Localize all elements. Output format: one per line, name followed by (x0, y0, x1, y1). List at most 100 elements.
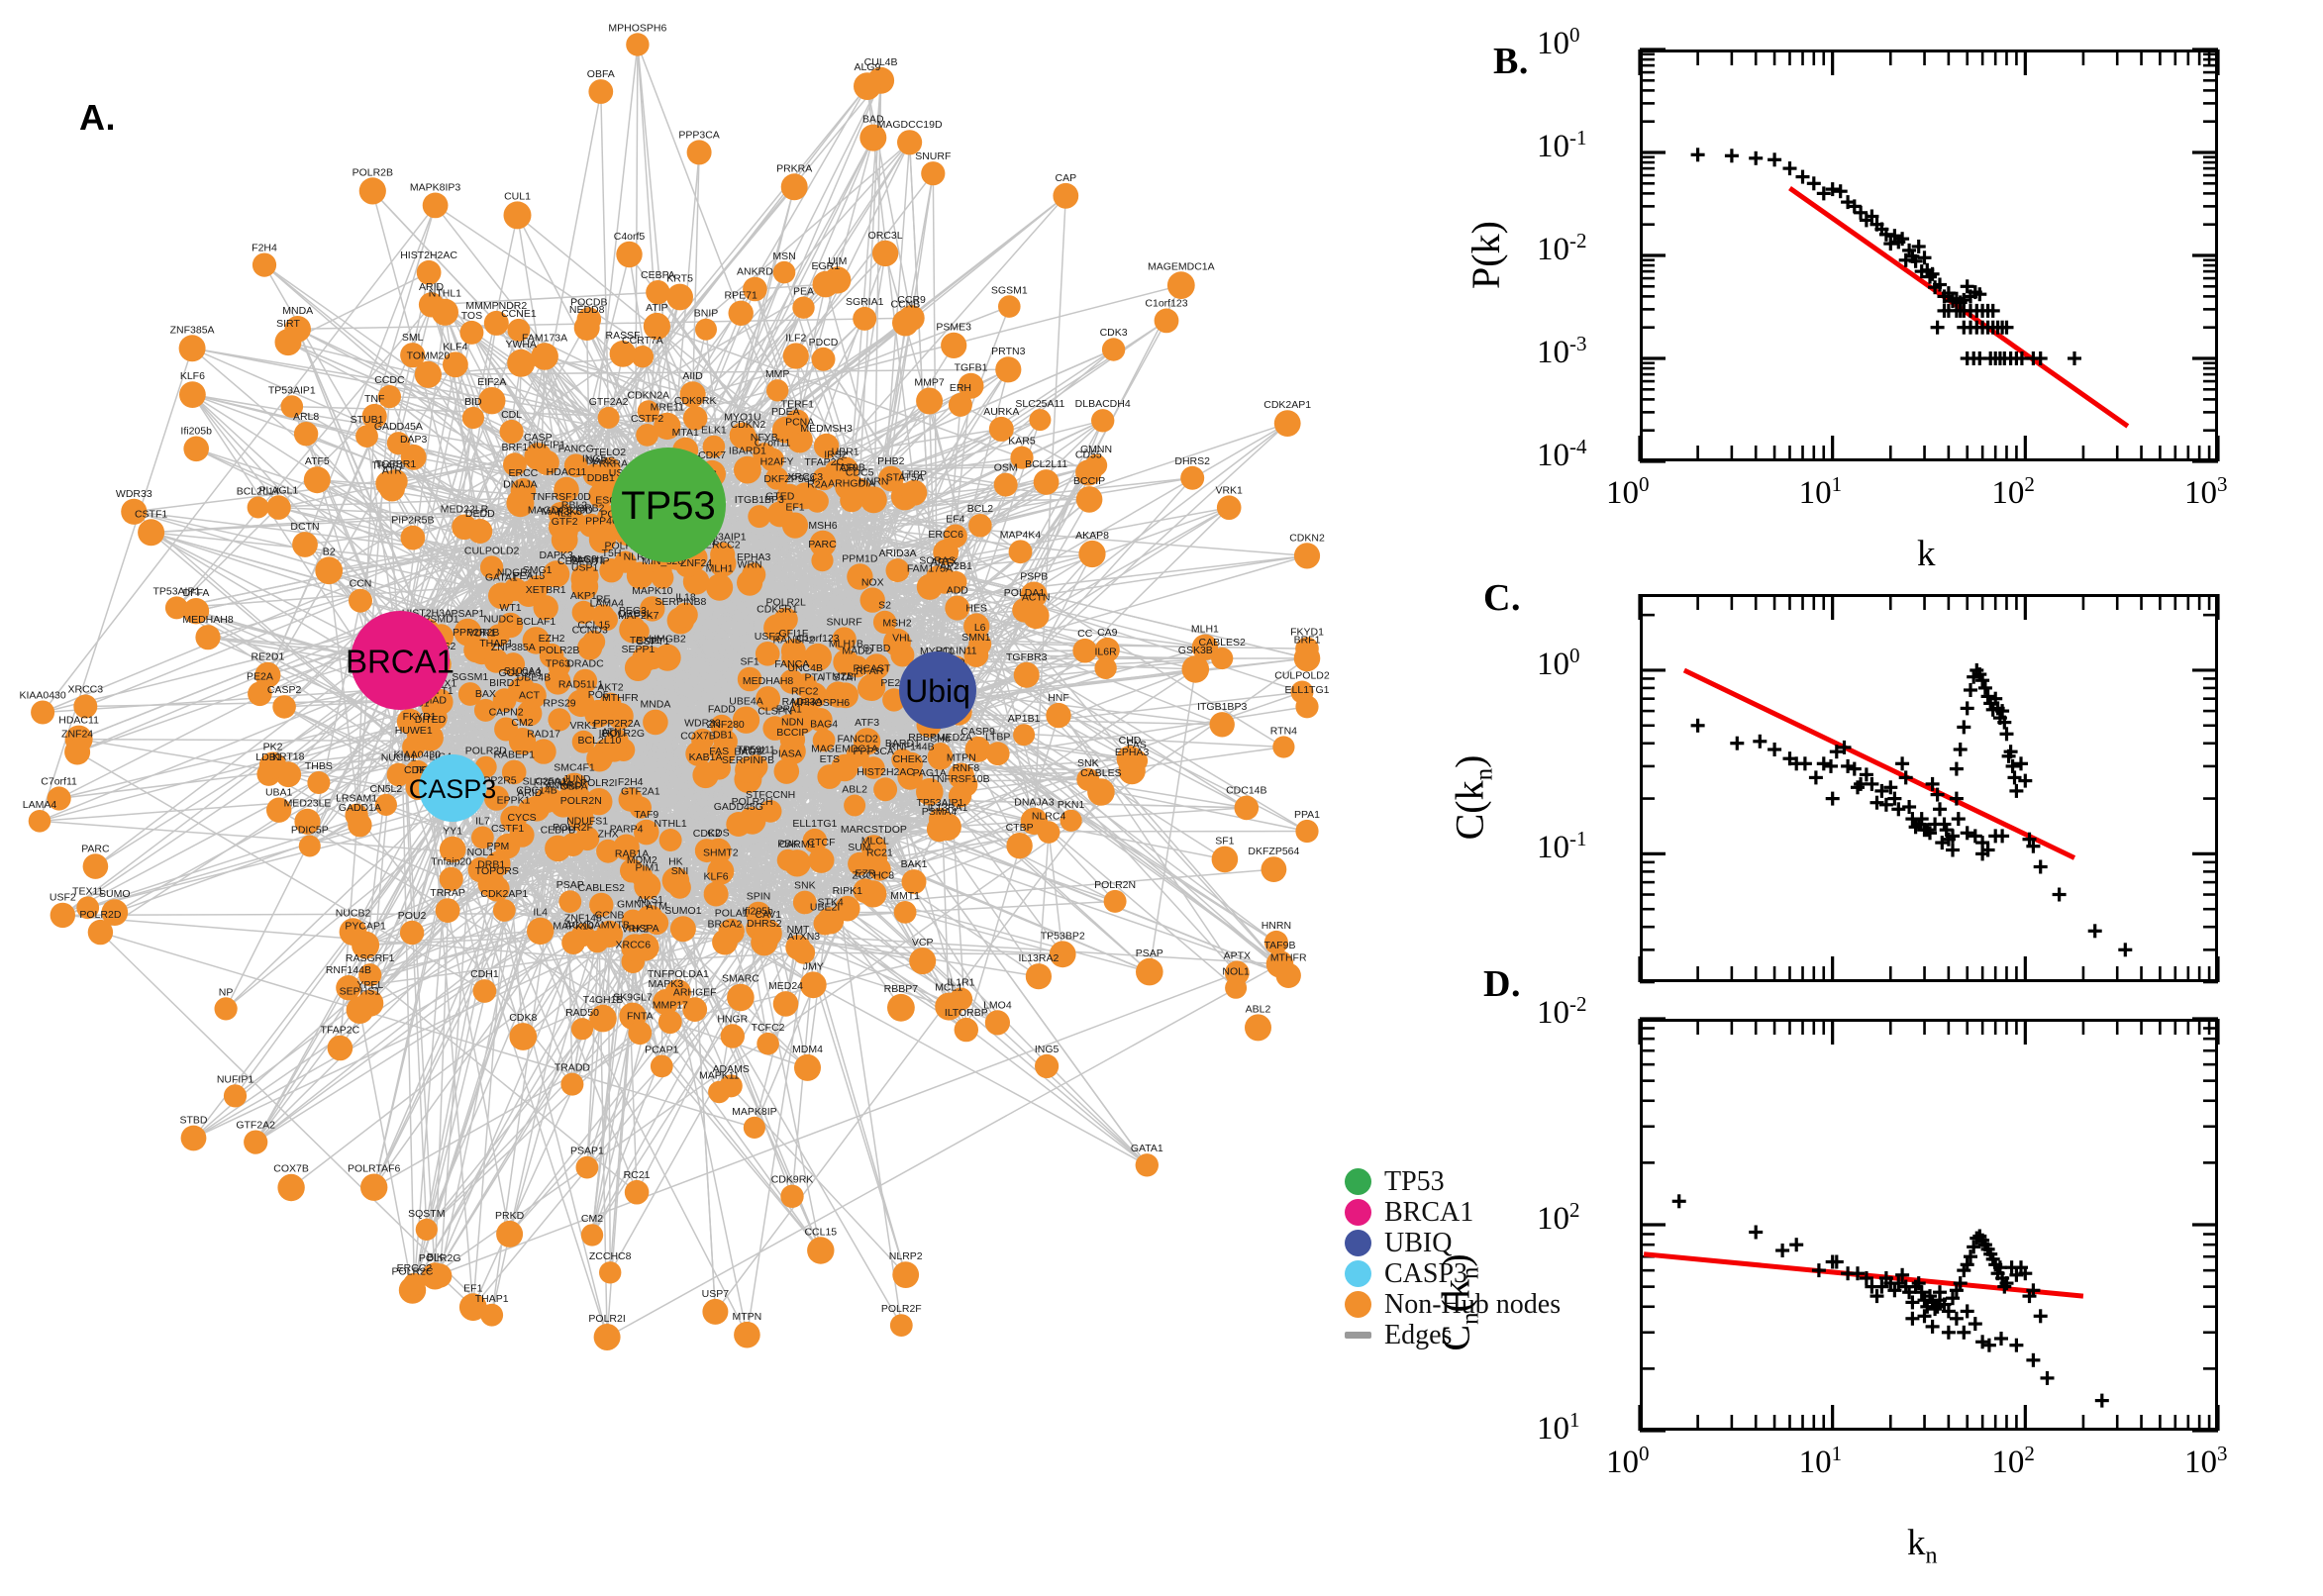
network-node[interactable] (1261, 856, 1287, 882)
network-node[interactable] (891, 748, 914, 771)
network-node[interactable] (570, 1018, 594, 1041)
network-node[interactable] (589, 892, 614, 918)
network-node[interactable] (138, 519, 165, 547)
network-node[interactable] (585, 930, 609, 953)
network-node[interactable] (779, 727, 806, 752)
network-node[interactable] (654, 412, 681, 441)
network-node[interactable] (443, 351, 468, 378)
network-node[interactable] (478, 387, 506, 415)
network-node[interactable] (734, 1321, 760, 1348)
network-node[interactable] (854, 72, 881, 100)
network-node[interactable] (1273, 410, 1301, 437)
network-node[interactable] (358, 177, 386, 205)
network-node[interactable] (636, 424, 658, 447)
network-node[interactable] (121, 498, 148, 525)
network-node[interactable] (1125, 749, 1149, 772)
network-node[interactable] (813, 433, 840, 459)
network-node[interactable] (758, 800, 782, 823)
network-node[interactable] (634, 872, 661, 900)
network-node[interactable] (483, 310, 509, 336)
network-node[interactable] (763, 614, 791, 642)
network-node[interactable] (765, 466, 789, 490)
network-node[interactable] (522, 627, 551, 654)
network-node[interactable] (948, 392, 972, 417)
network-node[interactable] (597, 406, 620, 429)
network-node[interactable] (431, 298, 458, 326)
network-node[interactable] (1234, 795, 1260, 821)
network-node[interactable] (817, 764, 843, 789)
network-node[interactable] (399, 920, 425, 946)
network-node[interactable] (1008, 540, 1033, 564)
network-node[interactable] (1135, 1153, 1160, 1177)
network-node[interactable] (984, 1010, 1011, 1036)
network-node[interactable] (669, 916, 696, 943)
network-node[interactable] (358, 963, 382, 987)
network-node[interactable] (737, 666, 762, 692)
network-node[interactable] (558, 890, 582, 913)
network-node[interactable] (735, 756, 761, 783)
network-node[interactable] (593, 1324, 621, 1350)
network-node[interactable] (887, 993, 915, 1022)
network-node[interactable] (179, 381, 206, 408)
network-node[interactable] (727, 983, 755, 1012)
network-node[interactable] (780, 1184, 804, 1209)
network-node[interactable] (1020, 581, 1048, 609)
network-node[interactable] (853, 878, 878, 904)
network-node[interactable] (844, 794, 866, 817)
network-node[interactable] (361, 403, 387, 430)
network-node[interactable] (562, 783, 591, 812)
network-node[interactable] (496, 1220, 524, 1247)
network-node[interactable] (73, 694, 98, 719)
network-node[interactable] (799, 971, 827, 999)
network-node[interactable] (809, 530, 837, 557)
network-node[interactable] (266, 495, 291, 520)
network-node[interactable] (858, 673, 886, 701)
network-node[interactable] (515, 580, 543, 608)
network-node[interactable] (1295, 695, 1319, 719)
network-node[interactable] (585, 788, 613, 816)
network-node[interactable] (1293, 645, 1321, 672)
network-node[interactable] (293, 422, 319, 447)
network-node[interactable] (531, 343, 558, 370)
network-node[interactable] (780, 639, 806, 664)
network-node[interactable] (1033, 469, 1060, 495)
network-node[interactable] (457, 682, 482, 706)
network-node[interactable] (64, 739, 91, 765)
network-node[interactable] (1154, 308, 1179, 334)
network-node[interactable] (244, 1130, 268, 1154)
network-node[interactable] (284, 316, 312, 343)
network-node[interactable] (336, 975, 361, 1001)
network-node[interactable] (533, 595, 558, 621)
network-node[interactable] (863, 653, 890, 680)
network-node[interactable] (963, 613, 990, 640)
network-node[interactable] (439, 866, 463, 891)
network-node[interactable] (824, 459, 848, 483)
network-node[interactable] (561, 931, 585, 954)
network-node[interactable] (1295, 819, 1319, 844)
network-node[interactable] (873, 777, 898, 802)
network-node[interactable] (840, 488, 863, 513)
network-node[interactable] (573, 315, 600, 341)
network-node[interactable] (591, 604, 615, 628)
network-node[interactable] (832, 627, 857, 651)
network-hub-casp3[interactable] (419, 754, 486, 822)
network-node[interactable] (403, 1272, 426, 1296)
network-node[interactable] (780, 173, 808, 201)
network-node[interactable] (893, 901, 917, 924)
network-node[interactable] (538, 787, 563, 813)
network-node[interactable] (835, 895, 860, 922)
network-node[interactable] (459, 320, 484, 345)
network-node[interactable] (248, 681, 272, 707)
network-node[interactable] (545, 668, 571, 695)
network-node[interactable] (892, 1261, 920, 1288)
network-node[interactable] (897, 764, 923, 790)
network-node[interactable] (501, 652, 526, 676)
network-node[interactable] (1025, 963, 1052, 990)
network-node[interactable] (180, 1125, 207, 1151)
network-node[interactable] (507, 318, 531, 342)
network-node[interactable] (792, 296, 815, 319)
network-node[interactable] (1275, 962, 1301, 988)
network-node[interactable] (549, 501, 573, 527)
network-node[interactable] (766, 501, 793, 528)
network-node[interactable] (673, 602, 698, 628)
